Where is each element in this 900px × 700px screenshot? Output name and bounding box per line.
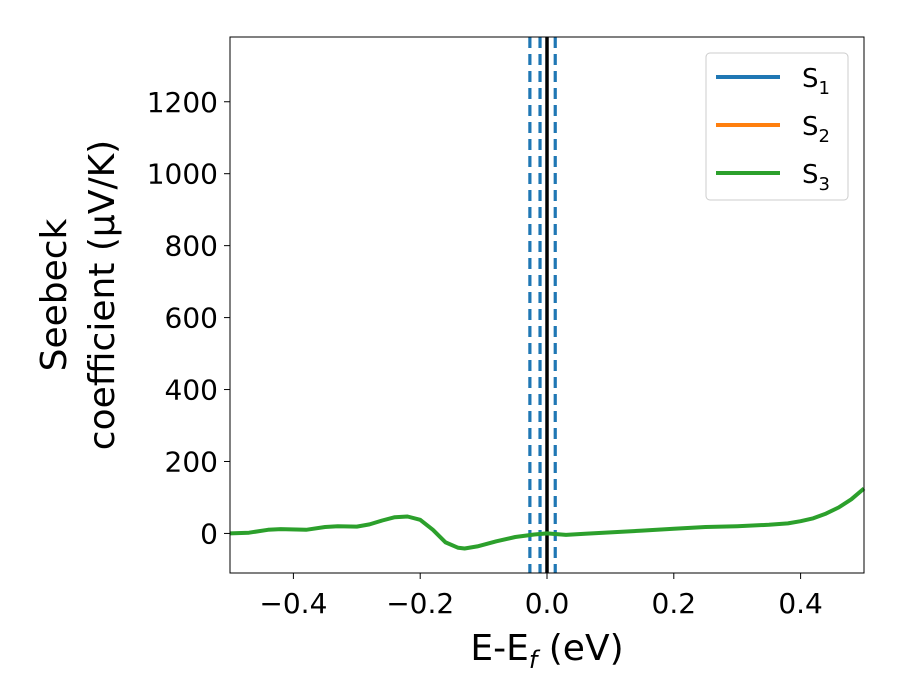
x-tick-label: 0.4 (778, 587, 823, 620)
vertical-lines (528, 37, 557, 573)
x-axis-label-unit: (eV) (537, 628, 623, 669)
y-tick-label: 400 (165, 374, 218, 407)
y-tick-label: 200 (165, 445, 218, 478)
y-axis-label-line1: Seebeck (34, 218, 75, 371)
y-tick-label: 0 (200, 517, 218, 550)
y-axis-label-line2: coefficient (μV/K) (82, 140, 123, 450)
x-axis-label-main: E-E (470, 628, 528, 669)
series-line-S3 (229, 486, 866, 551)
x-tick-label: 0.0 (525, 587, 570, 620)
y-tick-label: 1000 (147, 158, 218, 191)
x-axis-label: E-Ef (eV) (470, 628, 623, 674)
y-axis-ticks: 0 200 400 600 800 1000 1200 (147, 86, 230, 550)
legend: S1 S2 S3 (705, 52, 849, 201)
x-axis-ticks: −0.4 −0.2 0.0 0.2 0.4 (259, 573, 823, 620)
y-axis-label: Seebeck coefficient (μV/K) (34, 140, 123, 450)
series-lines (229, 486, 866, 551)
y-tick-label: 600 (165, 302, 218, 335)
y-tick-label: 1200 (147, 86, 218, 119)
legend-label-S1: S1 (802, 64, 830, 99)
x-tick-label: −0.4 (259, 587, 327, 620)
x-tick-label: 0.2 (652, 587, 697, 620)
y-tick-label: 800 (165, 230, 218, 263)
legend-label-S2: S2 (802, 112, 830, 147)
x-tick-label: −0.2 (386, 587, 454, 620)
legend-label-S3: S3 (802, 160, 830, 195)
